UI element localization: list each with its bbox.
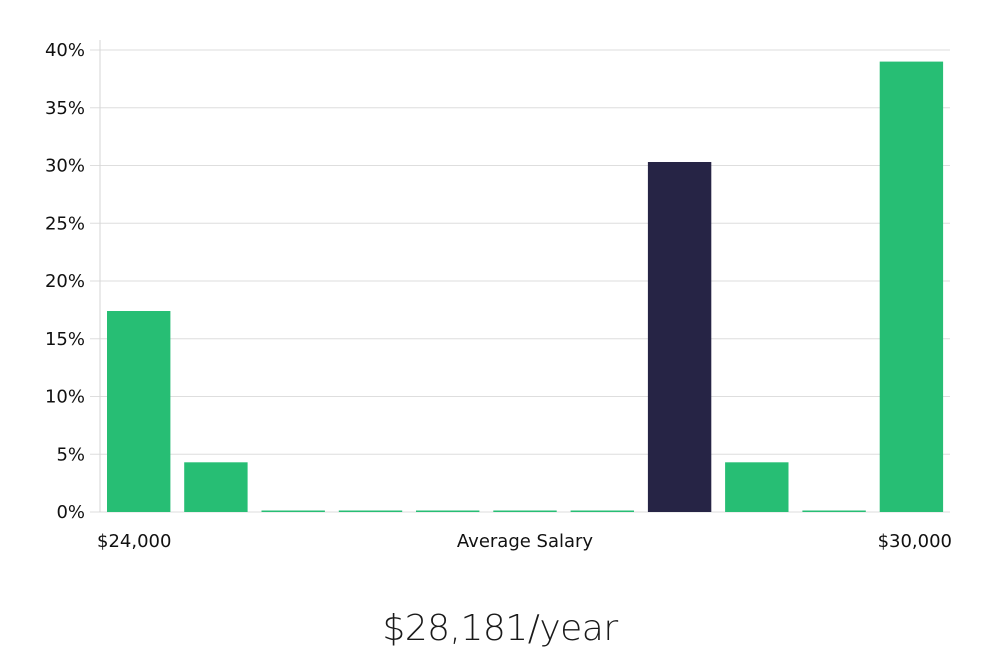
y-tick-label: 5% <box>56 444 85 465</box>
y-tick-label: 30% <box>45 156 85 177</box>
y-tick-label: 20% <box>45 271 85 292</box>
y-tick-label: 0% <box>56 502 85 523</box>
gridlines <box>90 40 950 513</box>
salary-histogram-chart: 0% 5% 10% 15% 20% 25% 30% 35% 40% $24,000 Averag… <box>45 40 952 552</box>
bars <box>107 61 944 512</box>
bar <box>338 510 403 512</box>
y-tick-label: 40% <box>45 40 85 61</box>
x-axis-min-label: $24,000 <box>97 531 171 552</box>
bar <box>570 510 634 512</box>
y-tick-label: 10% <box>45 387 85 408</box>
x-axis-max-label: $30,000 <box>878 531 952 552</box>
bar <box>261 510 325 512</box>
bar <box>725 462 789 512</box>
y-tick-label: 35% <box>45 98 85 119</box>
bar <box>107 311 171 512</box>
average-salary-value: $28,181/year <box>382 608 618 649</box>
bar <box>416 510 480 512</box>
bar <box>879 61 944 512</box>
bar-highlight <box>647 162 712 512</box>
bar <box>802 510 866 512</box>
y-tick-label: 15% <box>45 329 85 350</box>
x-axis-center-label: Average Salary <box>457 531 594 552</box>
bar <box>184 462 248 512</box>
bar <box>493 510 557 512</box>
y-axis-ticks: 0% 5% 10% 15% 20% 25% 30% 35% 40% <box>45 40 85 523</box>
y-tick-label: 25% <box>45 213 85 234</box>
